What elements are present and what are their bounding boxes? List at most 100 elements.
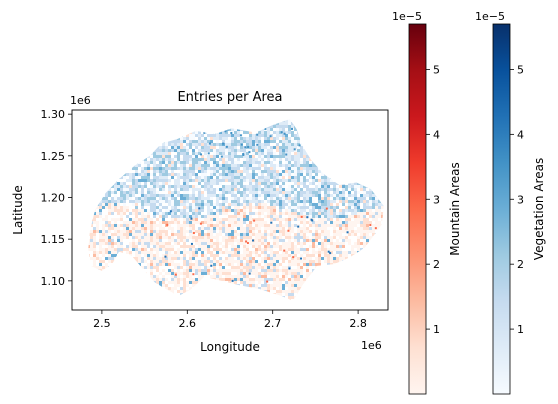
heatmap-cell [324, 155, 327, 158]
heatmap-cell [270, 176, 273, 179]
heatmap-cell [309, 191, 312, 194]
heatmap-cell [183, 236, 186, 239]
heatmap-cell [252, 245, 255, 248]
heatmap-cell [132, 143, 135, 146]
heatmap-cell [345, 248, 348, 251]
heatmap-cell [360, 233, 363, 236]
heatmap-cell [168, 233, 171, 236]
heatmap-cell [120, 230, 123, 233]
heatmap-cell [198, 131, 201, 134]
heatmap-cell [342, 140, 345, 143]
heatmap-cell [249, 131, 252, 134]
heatmap-cell [309, 182, 312, 185]
heatmap-cell [273, 206, 276, 209]
heatmap-cell [195, 206, 198, 209]
heatmap-cell [279, 155, 282, 158]
heatmap-cell [294, 149, 297, 152]
heatmap-cell [252, 158, 255, 161]
heatmap-cell [198, 146, 201, 149]
heatmap-cell [189, 161, 192, 164]
heatmap-cell [108, 212, 111, 215]
heatmap-cell [144, 158, 147, 161]
heatmap-cell [150, 167, 153, 170]
heatmap-cell [174, 197, 177, 200]
heatmap-cell [207, 140, 210, 143]
heatmap-cell [225, 209, 228, 212]
heatmap-cell [267, 164, 270, 167]
heatmap-cell [219, 134, 222, 137]
heatmap-cell [174, 182, 177, 185]
heatmap-cell [147, 197, 150, 200]
heatmap-cell [213, 137, 216, 140]
heatmap-cell [285, 152, 288, 155]
heatmap-cell [336, 245, 339, 248]
heatmap-cell [288, 245, 291, 248]
heatmap-cell [171, 245, 174, 248]
heatmap-cell [264, 155, 267, 158]
heatmap-cell [213, 218, 216, 221]
heatmap-cell [144, 221, 147, 224]
heatmap-cell [180, 245, 183, 248]
heatmap-cell [102, 128, 105, 131]
heatmap-cell [252, 224, 255, 227]
heatmap-cell [351, 122, 354, 125]
heatmap-cell [174, 116, 177, 119]
heatmap-cell [84, 134, 87, 137]
heatmap-cell [294, 173, 297, 176]
heatmap-cell [282, 188, 285, 191]
heatmap-cell [114, 197, 117, 200]
heatmap-cell [207, 197, 210, 200]
heatmap-cell [150, 158, 153, 161]
heatmap-cell [156, 149, 159, 152]
heatmap-cell [111, 146, 114, 149]
heatmap-cell [225, 137, 228, 140]
heatmap-cell [381, 203, 384, 206]
heatmap-cell [327, 113, 330, 116]
heatmap-cell [333, 128, 336, 131]
heatmap-cell [357, 131, 360, 134]
heatmap-cell [174, 128, 177, 131]
heatmap-cell [258, 188, 261, 191]
heatmap-cell [378, 224, 381, 227]
heatmap-cell [261, 125, 264, 128]
heatmap-cell [78, 203, 81, 206]
heatmap-cell [201, 161, 204, 164]
heatmap-cell [363, 137, 366, 140]
heatmap-cell [186, 227, 189, 230]
heatmap-cell [138, 200, 141, 203]
heatmap-cell [354, 209, 357, 212]
heatmap-cell [333, 215, 336, 218]
heatmap-cell [114, 242, 117, 245]
heatmap-cell [288, 230, 291, 233]
heatmap-cell [240, 218, 243, 221]
heatmap-cell [306, 182, 309, 185]
heatmap-cell [246, 218, 249, 221]
heatmap-cell [288, 128, 291, 131]
heatmap-cell [141, 230, 144, 233]
heatmap-cell [138, 224, 141, 227]
heatmap-cell [381, 152, 384, 155]
heatmap-cell [156, 197, 159, 200]
heatmap-cell [270, 242, 273, 245]
heatmap-cell [318, 161, 321, 164]
heatmap-cell [327, 236, 330, 239]
heatmap-cell [153, 170, 156, 173]
heatmap-cell [150, 209, 153, 212]
heatmap-cell [78, 239, 81, 242]
heatmap-cell [384, 137, 387, 140]
heatmap-cell [354, 236, 357, 239]
heatmap-cell [306, 146, 309, 149]
heatmap-cell [300, 149, 303, 152]
heatmap-cell [258, 224, 261, 227]
heatmap-cell [198, 233, 201, 236]
heatmap-cell [207, 158, 210, 161]
heatmap-cell [114, 203, 117, 206]
heatmap-cell [318, 170, 321, 173]
heatmap-cell [327, 224, 330, 227]
heatmap-cell [369, 212, 372, 215]
heatmap-cell [88, 242, 90, 245]
heatmap-cell [210, 194, 213, 197]
heatmap-cell [273, 230, 276, 233]
heatmap-cell [336, 116, 339, 119]
heatmap-cell [207, 149, 210, 152]
